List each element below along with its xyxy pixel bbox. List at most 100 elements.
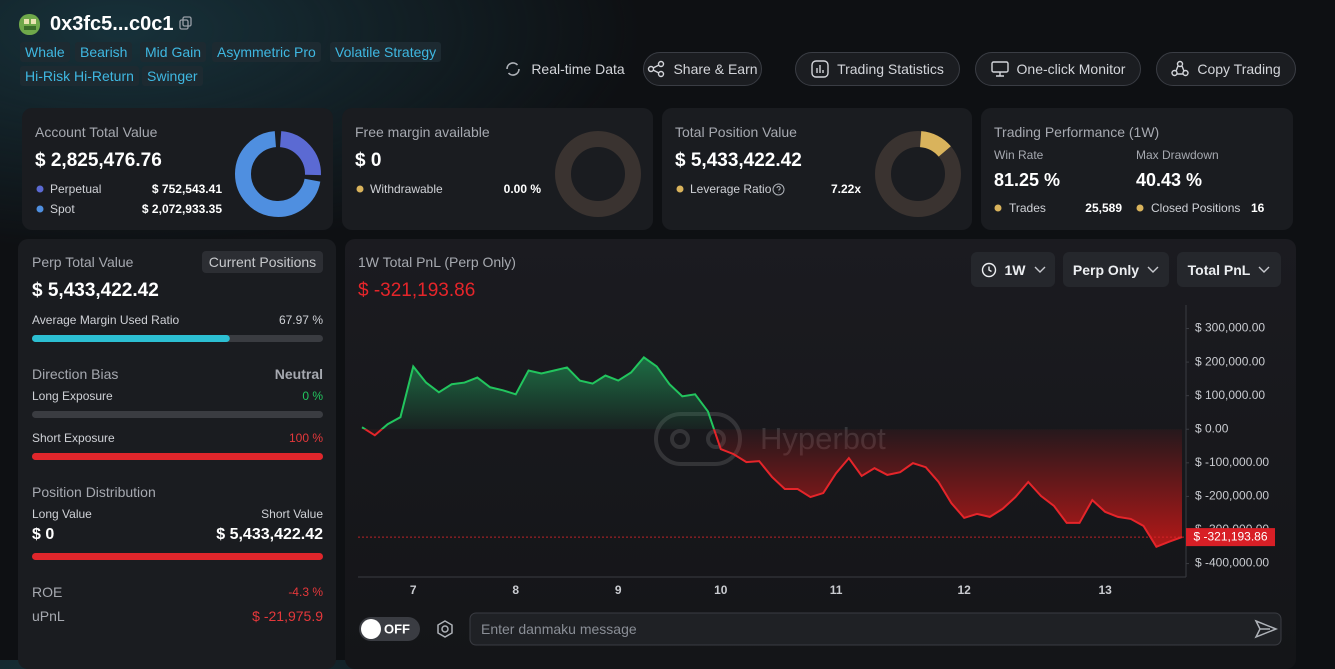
area-negative <box>362 429 1182 547</box>
metric-value: 0 % <box>302 389 323 403</box>
metric-label: Average Margin Used Ratio <box>32 313 180 327</box>
metric-label: Long Value <box>32 507 92 521</box>
donut-segment <box>919 131 951 157</box>
donut-segment <box>279 131 321 176</box>
line-negative <box>363 429 1183 549</box>
danmaku-input[interactable] <box>469 612 1282 646</box>
x-tick-label: 13 <box>1098 583 1112 597</box>
share-button[interactable]: Share & Earn <box>643 52 762 86</box>
bias-value: Neutral <box>274 366 323 382</box>
clock-icon <box>981 262 996 277</box>
tag: Volatile Strategy <box>330 42 442 62</box>
metric-value: -4.3 % <box>288 585 323 599</box>
card-title: Free margin available <box>355 124 490 140</box>
legend-value: 7.22x <box>830 182 861 196</box>
legend-dot <box>1136 204 1144 212</box>
bar-fill <box>32 335 230 342</box>
help-icon[interactable] <box>772 183 785 196</box>
y-tick-label: $ -100,000.00 <box>1195 455 1269 469</box>
metric-label: Long Exposure <box>32 389 113 403</box>
realtime-button[interactable]: Real-time Data <box>500 52 628 86</box>
copy-trading-button[interactable]: Copy Trading <box>1156 52 1296 86</box>
legend-label: Leverage Ratio <box>690 182 772 196</box>
card-title: Account Total Value <box>35 124 158 140</box>
section-title: Position Distribution <box>32 484 156 500</box>
chevron <box>1147 266 1159 273</box>
metric-label: Short Value <box>261 507 323 521</box>
legend-value: 0.00 % <box>503 182 541 196</box>
stat-value: 40.43 % <box>1136 170 1203 190</box>
stat-value: 81.25 % <box>994 170 1061 190</box>
positions-tab[interactable]: Current Positions <box>202 251 323 273</box>
stat-label: Trades <box>1009 201 1046 215</box>
danmaku-placeholder: Enter danmaku message <box>481 621 637 637</box>
legend-label: Perpetual <box>50 182 102 196</box>
dropdown-label: Perp Only <box>1072 261 1140 278</box>
stat-label: Closed Positions <box>1151 201 1241 215</box>
x-tick-label: 8 <box>512 583 519 597</box>
send-icon[interactable] <box>1254 619 1279 639</box>
danmaku-settings[interactable] <box>437 620 453 638</box>
y-tick-label: $ 0.00 <box>1195 421 1229 435</box>
donut-track <box>875 131 961 217</box>
period-dropdown[interactable]: 1W <box>971 252 1055 287</box>
tag: Hi-Risk Hi-Return <box>20 66 139 86</box>
button-label: Share & Earn <box>673 61 758 77</box>
stats-icon <box>811 60 829 78</box>
statistics-button[interactable]: Trading Statistics <box>795 52 960 86</box>
button-label: Real-time Data <box>531 61 625 77</box>
y-tick-label: $ 200,000.00 <box>1195 354 1265 368</box>
legend-dot <box>994 204 1002 212</box>
stat-value: 25,589 <box>1085 201 1122 215</box>
bar-fill <box>32 553 323 560</box>
bar-fill <box>32 453 323 460</box>
danmaku-toggle[interactable] <box>359 617 420 641</box>
metric-value: 100 % <box>288 431 323 445</box>
card-value: $ 2,825,476.76 <box>35 150 162 171</box>
metric-value: $ 5,433,422.42 <box>216 526 323 543</box>
section-title: Direction Bias <box>32 366 119 382</box>
chevron <box>1034 266 1045 273</box>
scope-dropdown[interactable]: Perp Only <box>1063 252 1169 287</box>
current-value-label: $ -321,193.86 <box>1193 529 1267 543</box>
legend-dot <box>356 185 364 193</box>
card-title: Total Position Value <box>675 124 797 140</box>
metric-value: 67.97 % <box>278 313 323 327</box>
tag: Whale <box>20 42 70 62</box>
panel-title: 1W Total PnL (Perp Only) <box>358 254 516 270</box>
bar-track <box>32 411 323 418</box>
monitor-button[interactable]: One-click Monitor <box>975 52 1141 86</box>
metric-dropdown[interactable]: Total PnL <box>1177 252 1281 287</box>
tag: Bearish <box>75 42 133 62</box>
metric-label: uPnL <box>32 608 65 624</box>
copy-icon[interactable] <box>179 16 192 30</box>
legend-dot <box>36 185 44 193</box>
wallet-address: 0x3fc5...c0c1 <box>50 13 174 35</box>
monitor-icon <box>990 61 1009 77</box>
card-value: $ 0 <box>355 150 382 171</box>
pnl-value: $ -321,193.86 <box>358 280 476 301</box>
x-tick-label: 10 <box>714 583 728 597</box>
metric-value: $ 0 <box>32 526 55 543</box>
copy-trading-icon <box>1171 60 1190 77</box>
line-positive <box>361 356 716 430</box>
metric-label: ROE <box>32 584 63 600</box>
card-title: Trading Performance (1W) <box>994 124 1160 140</box>
y-tick-label: $ -400,000.00 <box>1195 556 1269 570</box>
button-label: One-click Monitor <box>1016 61 1126 77</box>
button-label: Trading Statistics <box>837 61 944 77</box>
dropdown-label: 1W <box>1004 261 1026 278</box>
tag: Swinger <box>142 66 203 86</box>
legend-dot <box>676 185 684 193</box>
refresh-icon <box>506 62 521 76</box>
current-value-tag <box>1186 528 1275 547</box>
legend-label: Withdrawable <box>370 182 443 196</box>
legend-label: Spot <box>50 202 75 216</box>
chevron <box>1258 266 1270 273</box>
metric-label: Short Exposure <box>32 431 115 445</box>
panel-value: $ 5,433,422.42 <box>32 280 159 301</box>
y-tick-label: $ 300,000.00 <box>1195 321 1265 335</box>
